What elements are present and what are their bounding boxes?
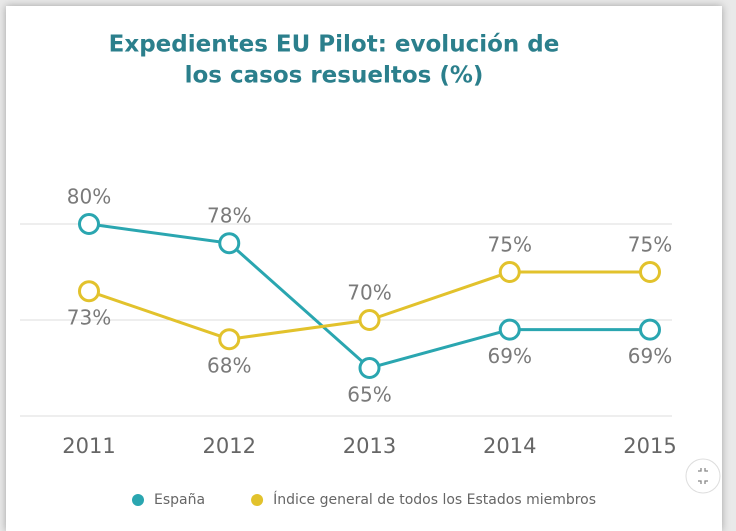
x-tick-label: 2012 <box>203 434 256 458</box>
chart-title: Expedientes EU Pilot: evolución de <box>109 32 560 58</box>
point <box>218 328 241 351</box>
legend-label: Índice general de todos los Estados miem… <box>273 491 596 508</box>
point <box>498 261 521 283</box>
data-label: 65% <box>347 383 391 407</box>
data-label: 70% <box>347 281 391 305</box>
point <box>358 309 381 331</box>
legend-marker <box>251 494 264 506</box>
legend-label: España <box>154 492 205 508</box>
data-label: 80% <box>67 185 111 209</box>
data-label: 73% <box>67 306 111 330</box>
data-label: 75% <box>628 233 672 257</box>
point <box>639 261 661 283</box>
point <box>639 318 661 341</box>
point <box>218 232 241 255</box>
x-tick-label: 2011 <box>62 434 115 458</box>
data-label: 68% <box>207 354 251 378</box>
x-tick-label: 2014 <box>483 434 536 458</box>
icon[interactable] <box>698 468 708 484</box>
point <box>78 213 100 235</box>
point <box>358 357 381 379</box>
data-label: 75% <box>488 233 532 257</box>
button-circle[interactable] <box>685 458 721 494</box>
point <box>498 318 521 341</box>
card <box>6 6 722 531</box>
data-label: 69% <box>628 344 672 368</box>
x-tick-label: 2013 <box>343 434 396 458</box>
chart-title: los casos resueltos (%) <box>185 63 484 89</box>
x-tick-label: 2015 <box>623 434 676 458</box>
expand-button[interactable] <box>685 458 721 494</box>
data-label: 78% <box>207 204 251 228</box>
legend-marker <box>132 494 144 506</box>
data-label: 69% <box>488 344 532 368</box>
point <box>78 280 100 303</box>
